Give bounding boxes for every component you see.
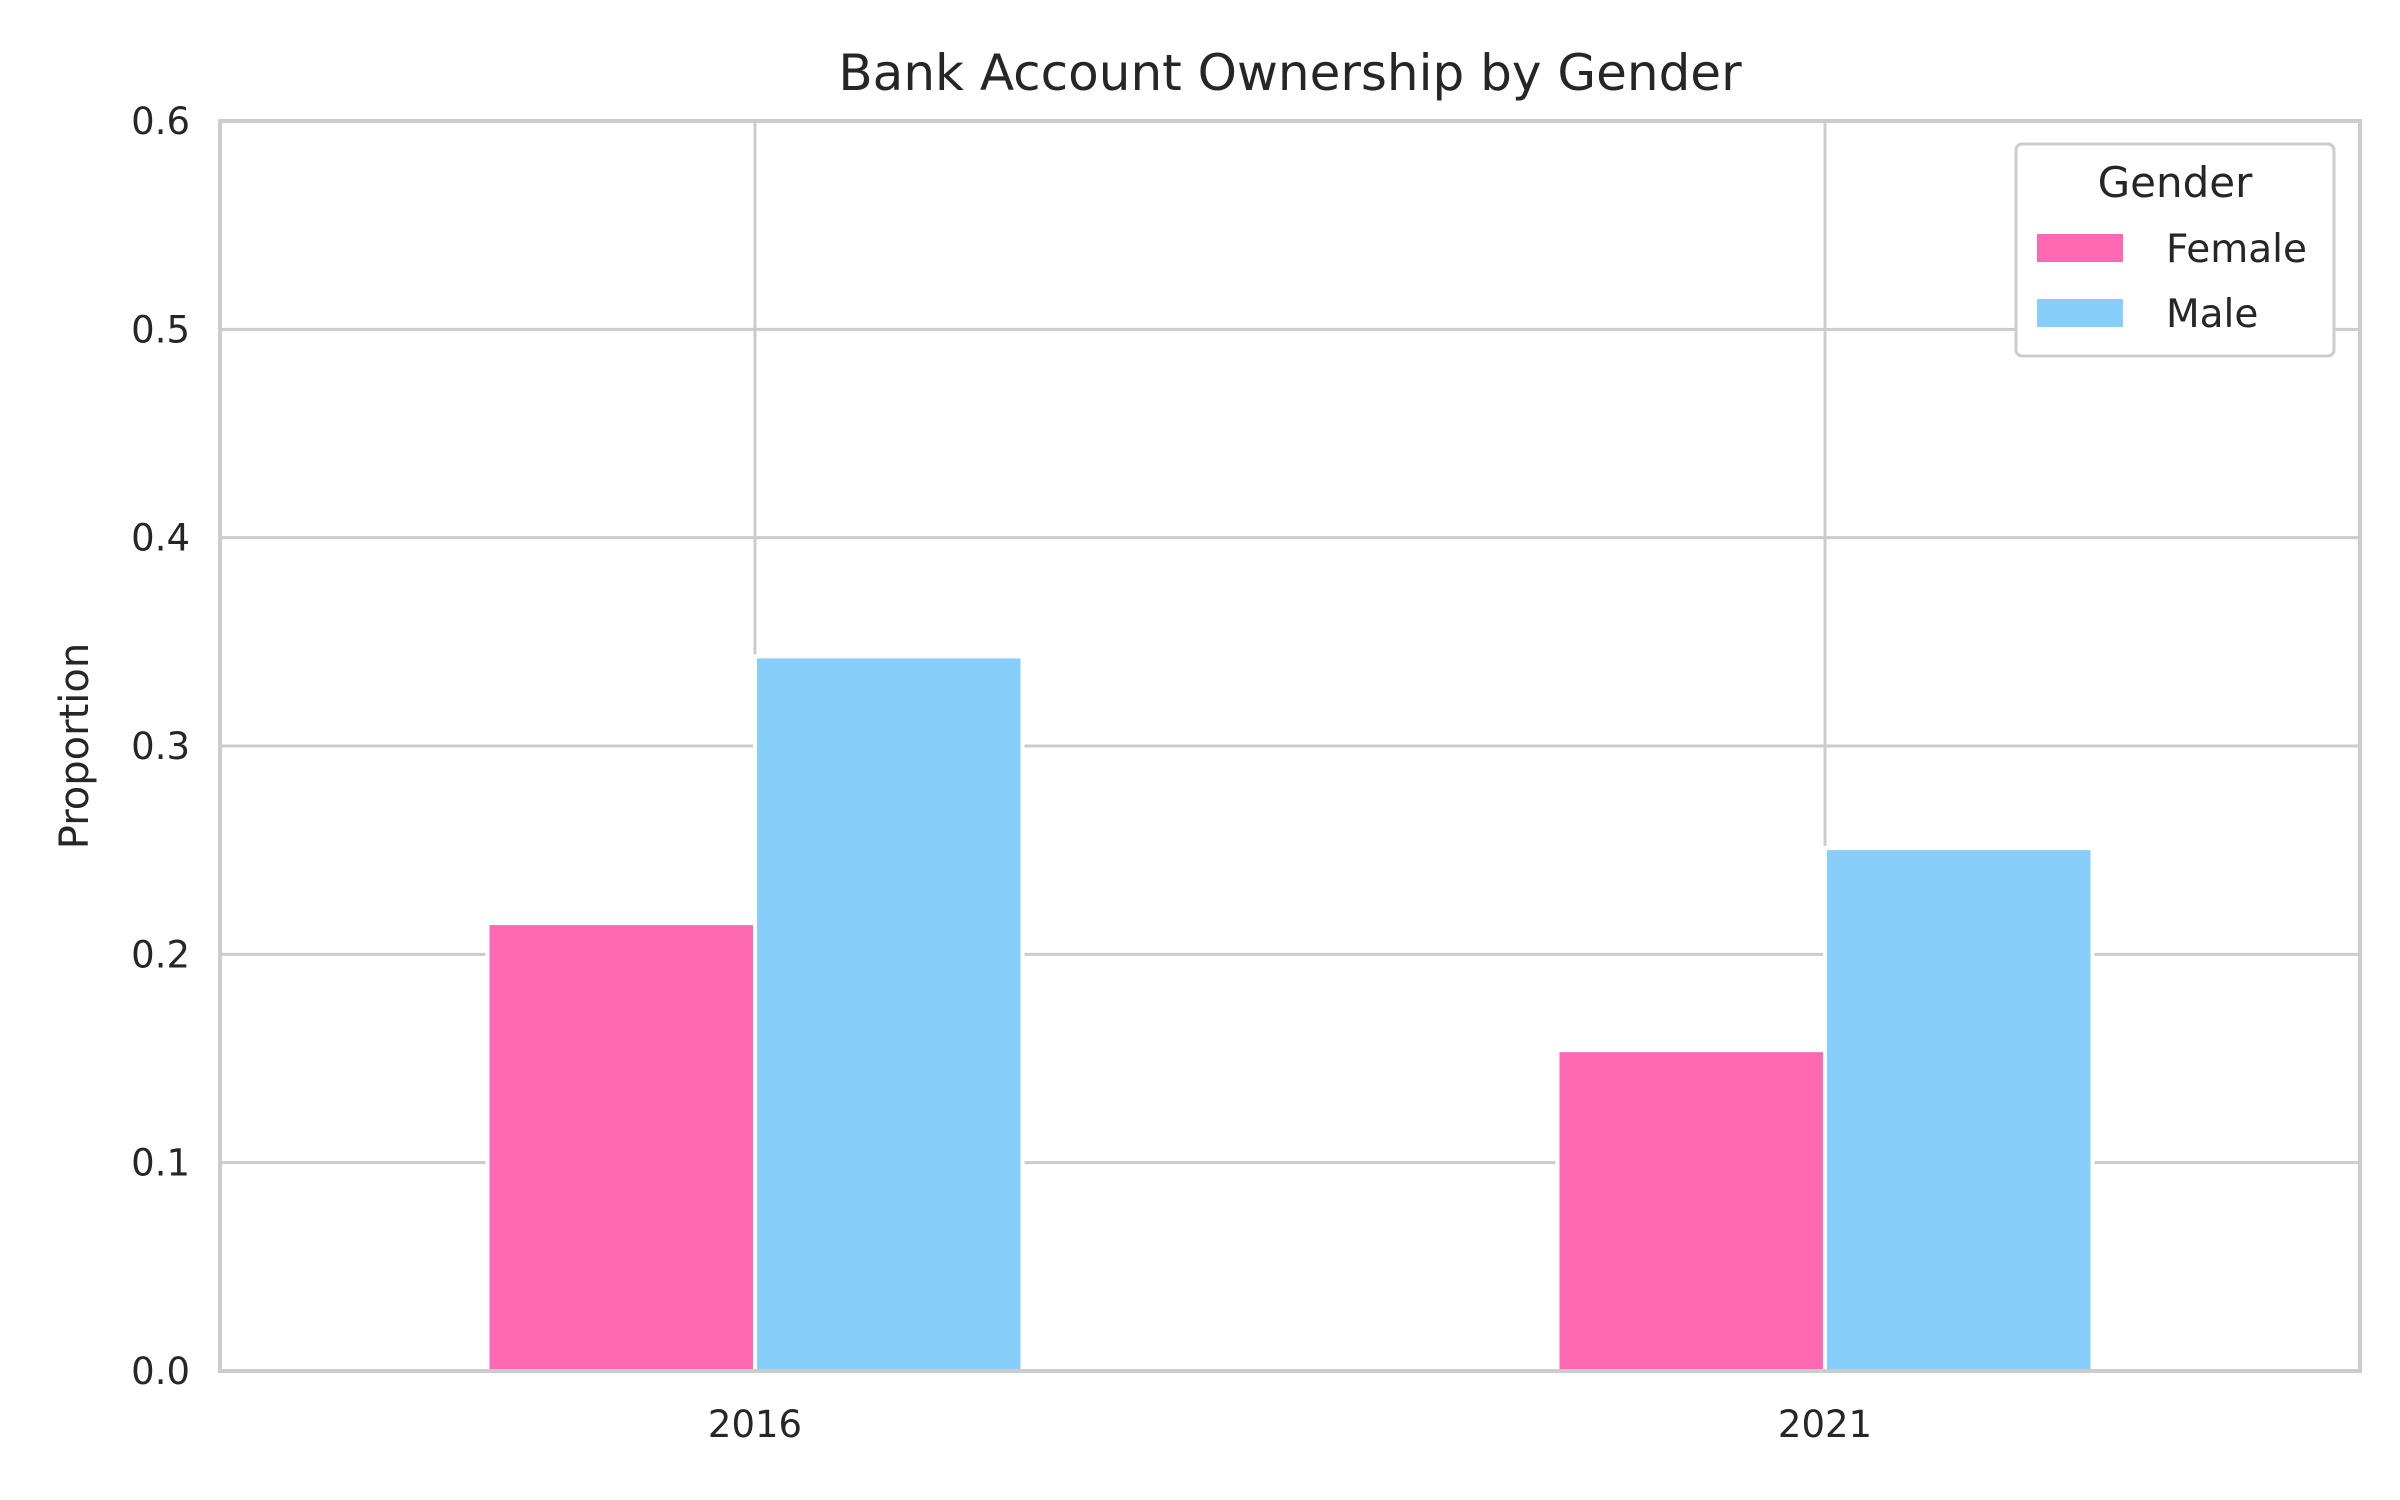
legend-label-female: Female (2166, 227, 2307, 272)
plot-frame (218, 119, 2362, 1373)
y-tick-label: 0.5 (131, 308, 190, 351)
y-tick-label: 0.0 (131, 1350, 190, 1393)
tick-labels: 0.0 0.1 0.2 0.3 0.4 0.5 0.6 2016 2021 (131, 100, 1872, 1446)
y-tick-label: 0.2 (131, 933, 190, 976)
bar-female-2021 (1555, 1048, 1827, 1373)
y-tick-label: 0.3 (131, 725, 190, 768)
legend-swatch-female (2037, 234, 2123, 262)
y-tick-label: 0.4 (131, 517, 190, 560)
bar-male-2016 (753, 654, 1025, 1373)
legend: Gender Female Male (2014, 142, 2336, 358)
y-tick-label: 0.1 (131, 1142, 190, 1185)
y-tick-label: 0.6 (131, 100, 190, 143)
legend-title: Gender (2098, 158, 2254, 207)
x-tick-label: 2016 (708, 1403, 802, 1446)
bar-male-2021 (1823, 846, 2095, 1373)
legend-items: Female Male (2037, 227, 2307, 337)
legend-swatch-male (2037, 299, 2123, 327)
legend-label-male: Male (2166, 292, 2258, 337)
y-axis-label: Proportion (52, 643, 98, 849)
chart-title: Bank Account Ownership by Gender (838, 44, 1742, 102)
x-tick-label: 2021 (1778, 1403, 1872, 1446)
bar-female-2016 (485, 921, 757, 1373)
